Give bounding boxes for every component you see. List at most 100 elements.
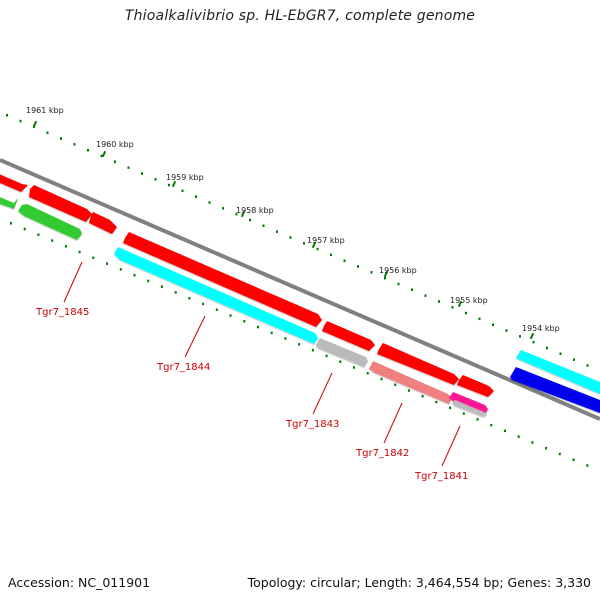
scale-dot [119,268,122,271]
scale-dot [78,250,81,254]
gene-arrow[interactable] [89,212,117,234]
gene-arrow[interactable] [457,375,494,397]
scale-label: 1958 kbp [236,206,274,215]
scale-dot [504,429,506,433]
gene-arrow[interactable] [452,400,487,417]
gene-label[interactable]: Tgr7_1841 [414,471,468,482]
scale-label: 1954 kbp [522,324,560,333]
scale-major-tick [171,180,177,188]
scale-dot [558,452,561,456]
scale-dot [384,276,386,280]
gene-arrow[interactable] [322,321,375,351]
scale-label: 1955 kbp [450,296,488,305]
gene-arrow[interactable] [123,232,322,327]
scale-dot [284,337,287,340]
scale-dot [366,372,369,375]
scale-dot [353,366,355,369]
gene-arrow[interactable] [377,343,459,385]
scale-dot [451,306,454,309]
scale-dot [154,178,157,181]
kbp-scale [6,114,589,367]
scale-dot [51,239,54,242]
gene-label[interactable]: Tgr7_1844 [156,362,210,373]
scale-label: 1960 kbp [96,140,134,149]
scale-dot [235,212,238,216]
gene-arrow[interactable] [369,361,452,404]
scale-major-tick [457,300,463,308]
scale-dot [46,131,49,134]
scale-major-tick [529,332,535,340]
scale-dot [492,323,494,326]
gene-label[interactable]: Tgr7_1842 [355,448,409,459]
scale-dot [114,160,116,163]
gene-label[interactable]: Tgr7_1843 [285,419,339,430]
leader-line [441,425,461,467]
lower-track-ticks [10,222,589,467]
scale-dot [289,236,292,239]
scale-dot [311,348,314,352]
scale-dot [476,418,479,421]
gene-arrow[interactable] [0,193,18,209]
gene-arrow[interactable] [18,204,82,240]
scale-label: 1961 kbp [26,106,64,115]
scale-dot [6,114,8,117]
scale-dot [407,389,410,392]
scale-dot [325,354,328,358]
scale-dot [546,346,548,350]
scale-dot [572,458,575,461]
scale-dot [147,279,150,283]
genome-title: Thioalkalivibrio sp. HL-EbGR7, complete … [124,8,476,24]
scale-dot [100,154,103,158]
scale-dot [357,265,359,268]
scale-dot [421,395,424,398]
scale-dot [37,233,40,236]
leader-line [63,261,83,303]
scale-dot [249,218,251,222]
scale-dot [531,441,534,444]
gene-arrow[interactable] [29,185,92,222]
scale-dot [208,201,211,204]
gene-arrow[interactable] [449,392,488,413]
scale-dot [10,222,12,225]
scale-dot [195,195,197,198]
leader-line [383,402,403,444]
genome-summary-text: Topology: circular; Length: 3,464,554 bp… [247,575,591,590]
scale-major-tick [311,241,317,249]
scale-dot [449,406,452,410]
scale-dot [380,377,383,381]
scale-dot [87,148,89,152]
scale-dot [397,282,400,286]
scale-dot [160,285,163,288]
gene-arrow[interactable] [510,367,600,413]
scale-label: 1957 kbp [307,236,345,245]
scale-dot [505,329,508,332]
scale-dot [435,400,438,404]
scale-dot [298,343,301,346]
scale-dot [174,291,177,294]
scale-major-tick [383,270,389,278]
leader-line [184,315,206,358]
scale-dot [411,288,413,291]
scale-dot [394,383,397,386]
scale-dot [92,256,95,260]
scale-dot [303,242,305,245]
gene-label[interactable]: Tgr7_1845 [35,307,89,318]
gene-arrow[interactable] [516,350,600,394]
scale-minor-ticks [6,114,589,367]
gene-track [0,170,600,417]
scale-dot [222,207,224,210]
scale-dot [60,137,62,140]
gene-arrow[interactable] [0,170,28,192]
genome-backbone [0,158,600,421]
scale-dot [270,331,273,335]
scale-dot [370,271,373,274]
scale-dot [532,340,535,344]
scale-dot [19,119,22,123]
scale-dot [215,308,218,311]
gene-arrow[interactable] [114,247,318,344]
scale-label: 1956 kbp [379,266,417,275]
gene-arrow[interactable] [316,338,368,367]
scale-dot [188,297,191,300]
scale-dot [462,412,465,415]
